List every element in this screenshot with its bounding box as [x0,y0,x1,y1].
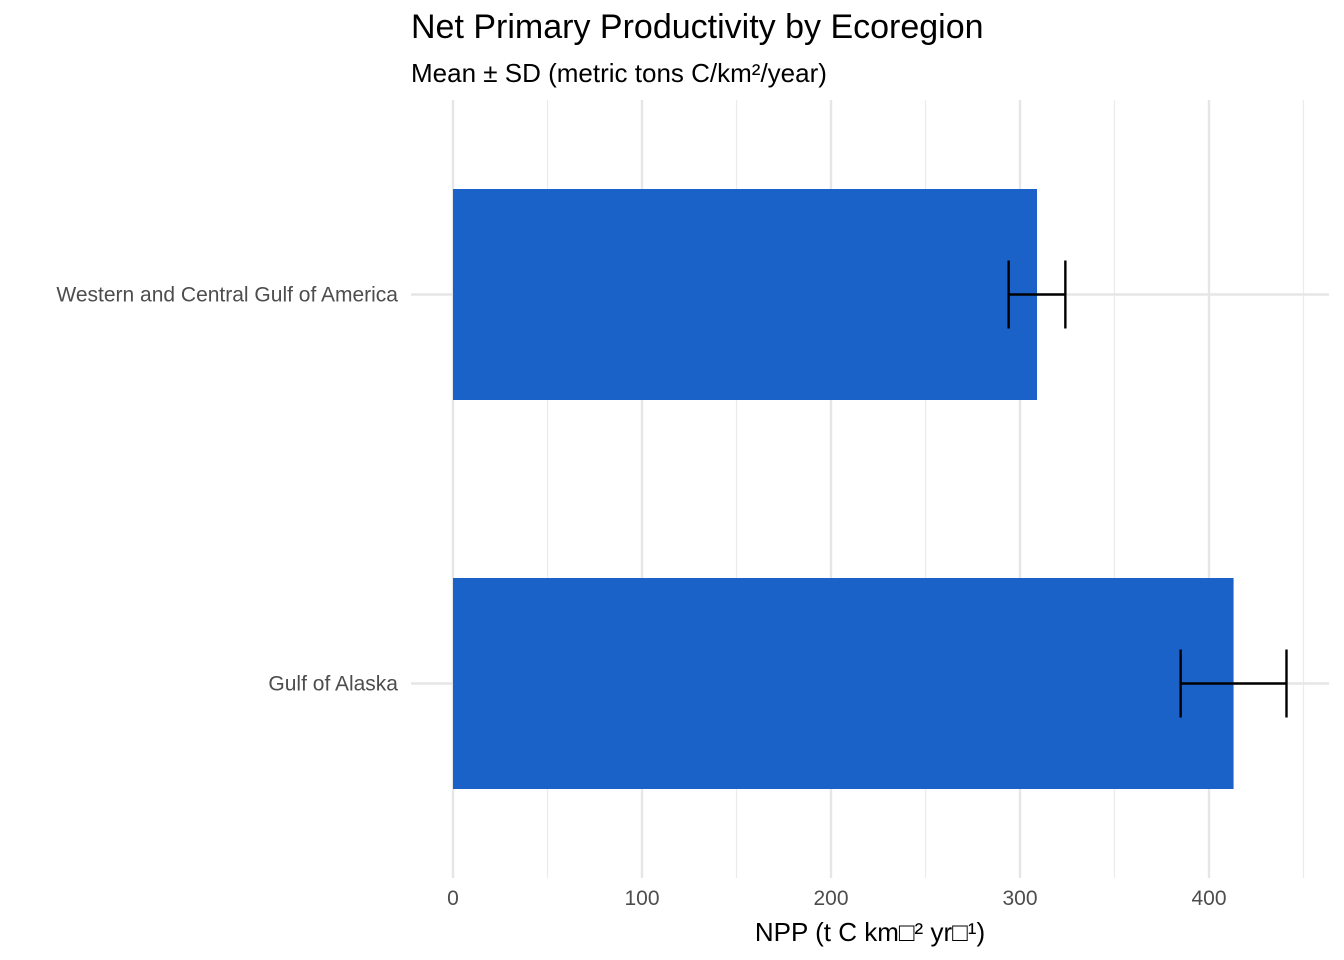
bar [453,189,1038,400]
x-tick-label: 0 [447,887,459,910]
x-axis-title: NPP (t C km□² yr□¹) [755,917,985,947]
chart-subtitle: Mean ± SD (metric tons C/km²/year) [411,58,827,88]
bar [453,578,1234,789]
y-tick-label: Western and Central Gulf of America [56,284,398,307]
chart-title: Net Primary Productivity by Ecoregion [411,8,984,46]
x-tick-label: 300 [1002,887,1037,910]
x-tick-label: 400 [1191,887,1226,910]
x-tick-label: 100 [624,887,659,910]
y-tick-label: Gulf of Alaska [268,673,398,696]
x-tick-label: 200 [813,887,848,910]
